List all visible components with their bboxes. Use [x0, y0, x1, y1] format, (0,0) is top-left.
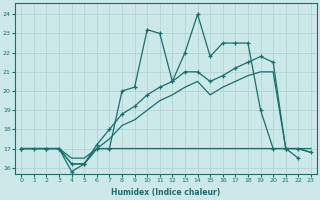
X-axis label: Humidex (Indice chaleur): Humidex (Indice chaleur) [111, 188, 221, 197]
